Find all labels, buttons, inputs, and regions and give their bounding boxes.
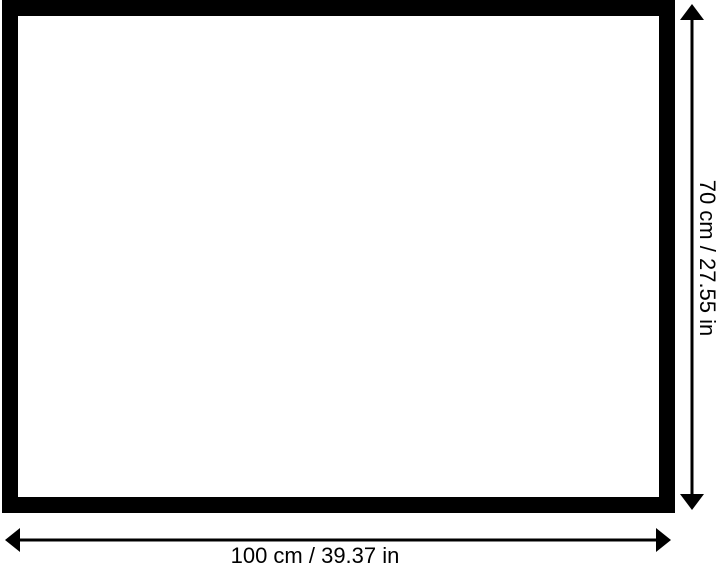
width-arrow [5, 528, 671, 552]
height-label: 70 cm / 27.55 in [695, 179, 720, 337]
height-arrow [680, 4, 704, 510]
picture-frame [2, 0, 675, 513]
width-label: 100 cm / 39.37 in [230, 543, 400, 568]
